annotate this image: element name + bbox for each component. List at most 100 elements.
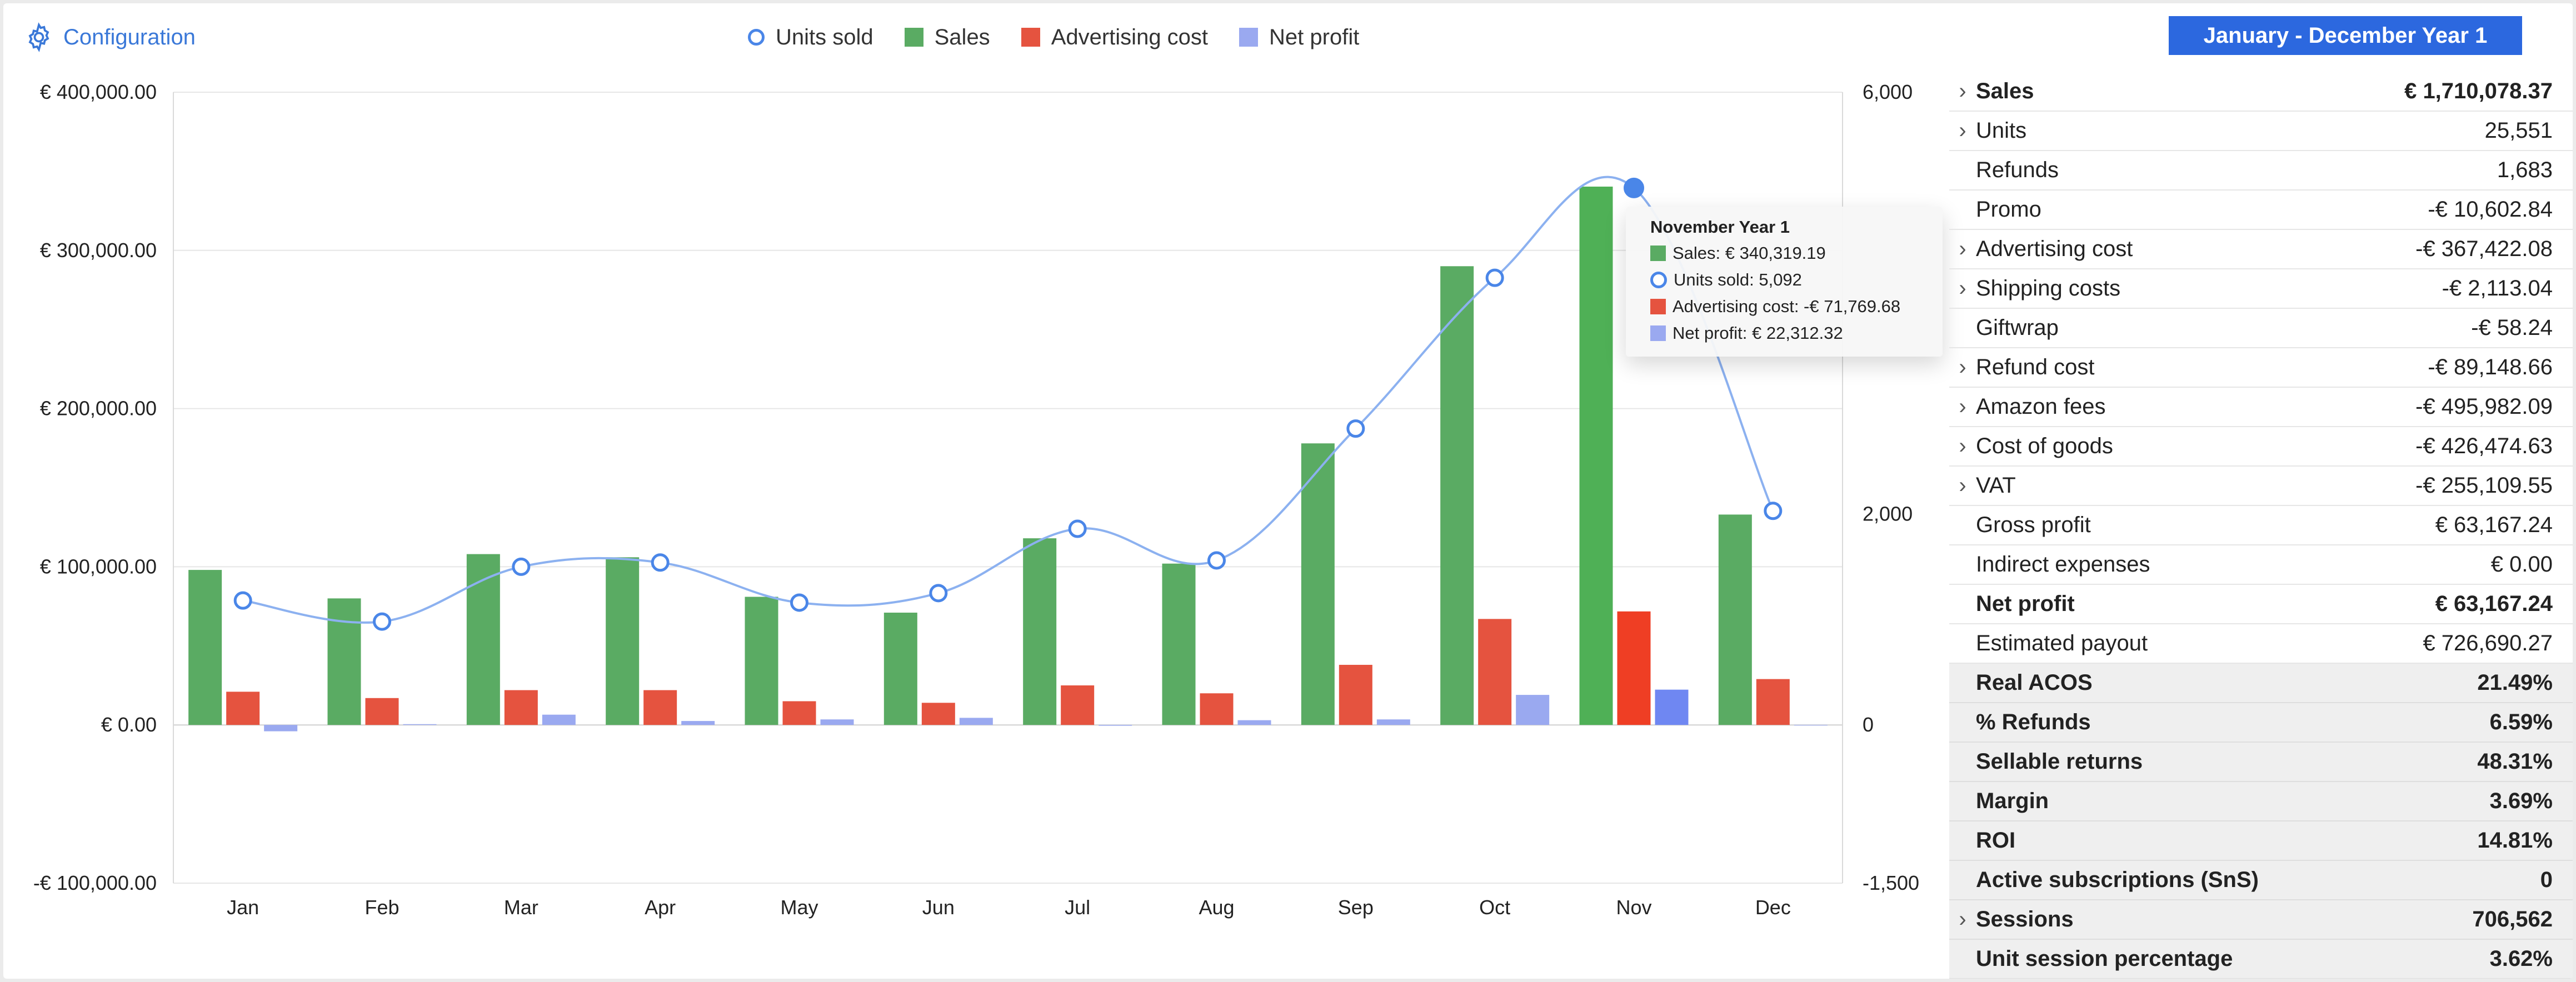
metric-row-real-acos: Real ACOS 21.49% [1949,664,2573,703]
x-tick-label: Jul [1065,896,1090,919]
chevron-right-icon[interactable]: › [1959,355,1966,379]
bar-net-profit-sep [1376,719,1410,725]
metric-value: -€ 58.24 [2471,315,2553,340]
metric-value: -€ 2,113.04 [2442,276,2553,300]
legend-item-units-sold[interactable]: Units sold [748,25,873,50]
metric-value: -€ 426,474.63 [2415,434,2553,458]
metric-label: Net profit [1976,592,2075,616]
bar-net-profit-apr [681,721,715,725]
chevron-right-icon[interactable]: › [1959,79,1966,103]
bar-advertising-cost-dec [1756,679,1790,725]
metric-row-roi: ROI 14.81% [1949,821,2573,861]
metric-value: -€ 495,982.09 [2415,394,2553,419]
configuration-link[interactable]: Configuration [23,18,196,57]
point-units-sold-feb [373,612,391,631]
chevron-right-icon[interactable]: › [1959,118,1966,143]
metric-label: Shipping costs [1976,276,2121,300]
metric-label: Sessions [1976,907,2074,931]
chevron-right-icon[interactable]: › [1959,907,1966,931]
point-units-sold-jun [929,584,948,603]
metric-row-advertising-cost[interactable]: › Advertising cost -€ 367,422.08 [1949,230,2573,269]
bar-advertising-cost-may [782,701,816,725]
bar-advertising-cost-feb [365,698,399,725]
metric-label: Promo [1976,197,2041,222]
metric-value: 3.62% [2489,946,2553,971]
metric-row-indirect-expenses: Indirect expenses € 0.00 [1949,545,2573,585]
y-left-tick-label: € 100,000.00 [40,555,157,578]
metric-label: Giftwrap [1976,315,2059,340]
metric-label: Gross profit [1976,513,2091,537]
metric-value: 1,683 [2497,158,2553,182]
legend-item-net-profit[interactable]: Net profit [1239,25,1359,50]
x-tick-label: Apr [645,896,676,919]
metric-label: ROI [1976,828,2016,853]
metric-row-active-subscriptions-sns: Active subscriptions (SnS) 0 [1949,861,2573,900]
bar-net-profit-oct [1516,695,1550,725]
bar-net-profit-feb [403,724,437,725]
x-tick-label: Nov [1616,896,1651,919]
point-units-sold-oct [1485,268,1504,287]
legend-item-sales[interactable]: Sales [904,25,990,50]
metric-value: -€ 10,602.84 [2428,197,2553,222]
metric-row-amazon-fees[interactable]: › Amazon fees -€ 495,982.09 [1949,388,2573,427]
bar-advertising-cost-jan [226,692,260,725]
metric-row-net-profit: Net profit € 63,167.24 [1949,585,2573,624]
metric-row-sessions[interactable]: › Sessions 706,562 [1949,900,2573,940]
metric-value: € 1,710,078.37 [2404,79,2553,103]
metric-value: -€ 255,109.55 [2415,473,2553,498]
metric-label: Advertising cost [1976,237,2133,261]
tooltip-title: November Year 1 [1650,217,1790,237]
bar-advertising-cost-nov [1617,611,1651,725]
metric-label: VAT [1976,473,2016,498]
metric-value: 3.69% [2489,789,2553,813]
metric-row-units[interactable]: › Units 25,551 [1949,112,2573,151]
bar-net-profit-jan [264,725,298,732]
legend-item-advertising-cost[interactable]: Advertising cost [1021,25,1208,50]
bar-advertising-cost-sep [1339,664,1372,725]
metric-value: -€ 89,148.66 [2428,355,2553,379]
point-units-sold-jul [1068,519,1087,538]
legend-marker-icon [904,28,923,47]
metric-row-cost-of-goods[interactable]: › Cost of goods -€ 426,474.63 [1949,427,2573,467]
metric-label: Cost of goods [1976,434,2113,458]
chevron-right-icon[interactable]: › [1959,434,1966,458]
bar-net-profit-may [820,719,854,725]
metric-label: Indirect expenses [1976,552,2150,577]
metric-row-sales[interactable]: › Sales € 1,710,078.37 [1949,72,2573,112]
point-units-sold-jan [233,591,252,610]
metric-row-shipping-costs[interactable]: › Shipping costs -€ 2,113.04 [1949,269,2573,309]
bar-advertising-cost-mar [504,690,538,725]
metric-label: Unit session percentage [1976,946,2233,971]
tooltip-row: Units sold: 5,092 [1650,267,1931,293]
gear-icon [28,22,49,52]
chevron-right-icon[interactable]: › [1959,394,1966,419]
tooltip-row: Sales: € 340,319.19 [1650,240,1931,267]
x-tick-label: Mar [504,896,538,919]
metric-row-refund-cost[interactable]: › Refund cost -€ 89,148.66 [1949,348,2573,388]
point-units-sold-nov [1624,177,1644,198]
bar-sales-jun [883,612,917,725]
metric-value: 706,562 [2472,907,2553,931]
chevron-right-icon[interactable]: › [1959,473,1966,498]
bar-sales-jan [188,570,222,725]
y-right-tick-label: 0 [1863,713,1874,736]
point-units-sold-dec [1764,502,1783,520]
legend-label: Net profit [1269,24,1360,49]
metric-row-refunds: % Refunds 6.59% [1949,703,2573,743]
metric-value: 6.59% [2489,710,2553,734]
tooltip-text: Sales: € 340,319.19 [1673,243,1826,263]
period-selector-button[interactable]: January - December Year 1 [2169,16,2522,55]
metric-value: -€ 367,422.08 [2415,237,2553,261]
combo-chart: € 400,000.00 € 300,000.00 € 200,000.00 € 10… [33,81,1919,919]
metric-value: 21.49% [2477,670,2553,695]
x-tick-label: Jun [922,896,955,919]
bar-net-profit-mar [542,714,576,725]
chevron-right-icon[interactable]: › [1959,237,1966,261]
metric-value: € 63,167.24 [2435,513,2553,537]
bar-net-profit-nov [1655,689,1689,725]
tooltip-text: Advertising cost: -€ 71,769.68 [1673,297,1901,316]
chevron-right-icon[interactable]: › [1959,276,1966,300]
metric-row-vat[interactable]: › VAT -€ 255,109.55 [1949,467,2573,506]
tooltip-text: Units sold: 5,092 [1674,270,1802,289]
tooltip-row: Net profit: € 22,312.32 [1650,320,1931,347]
